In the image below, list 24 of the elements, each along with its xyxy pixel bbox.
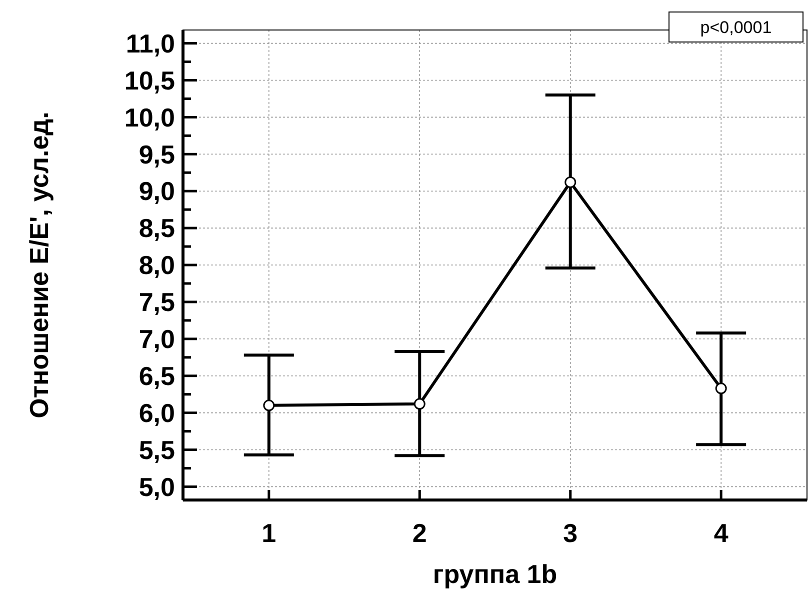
y-tick-label: 8,5 (138, 213, 175, 244)
x-axis-title: группа 1b (432, 559, 558, 589)
y-tick-label: 9,5 (138, 139, 175, 170)
y-tick-label: 6,5 (138, 360, 175, 391)
y-tick-label: 8,0 (138, 250, 175, 280)
y-tick-label: 7,5 (138, 287, 175, 318)
point (414, 398, 426, 410)
x-tick-label: 3 (563, 518, 578, 548)
y-tick-label: 6,0 (138, 398, 175, 428)
y-tick-label: 7,0 (138, 324, 175, 354)
point (715, 382, 727, 394)
y-tick-label: 9,0 (138, 176, 175, 206)
y-tick-label: 11,0 (126, 28, 175, 58)
x-tick-label: 4 (714, 518, 729, 548)
y-tick-label: 10,5 (124, 65, 175, 96)
x-tick-label: 2 (412, 518, 427, 548)
y-tick-label: 10,0 (124, 102, 175, 132)
y-tick-label: 5,5 (138, 434, 175, 465)
y-tick-label: 5,0 (138, 472, 175, 502)
annotation: p<0,0001 (700, 18, 772, 37)
y-axis-title: Отношение Е/Е', усл.ед. (24, 112, 54, 418)
x-tick-label: 1 (262, 518, 276, 548)
point (263, 400, 275, 412)
point (564, 176, 576, 188)
